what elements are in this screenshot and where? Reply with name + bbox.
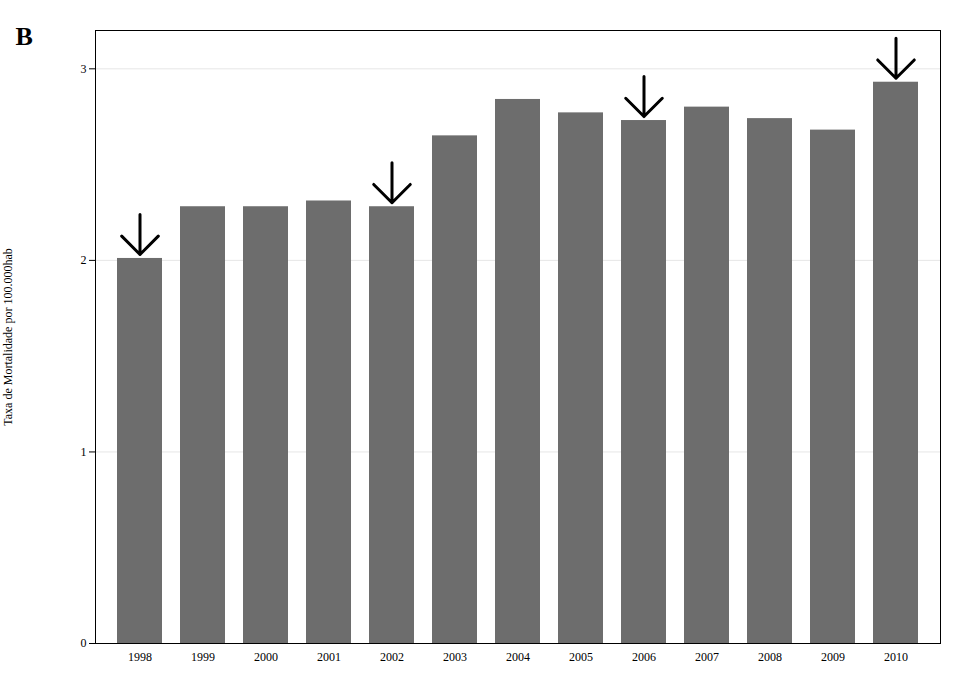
svg-text:2002: 2002 [380,650,404,664]
svg-text:2007: 2007 [695,650,719,664]
svg-text:Taxa de Mortalidade por 100.00: Taxa de Mortalidade por 100.000hab [1,248,15,425]
svg-text:2005: 2005 [569,650,593,664]
svg-text:1: 1 [81,445,87,459]
svg-text:2006: 2006 [632,650,656,664]
svg-text:2003: 2003 [443,650,467,664]
svg-text:1998: 1998 [128,650,152,664]
svg-text:2009: 2009 [821,650,845,664]
svg-text:2010: 2010 [884,650,908,664]
svg-text:2008: 2008 [758,650,782,664]
svg-text:2: 2 [81,253,87,267]
svg-text:0: 0 [81,636,87,650]
svg-text:2000: 2000 [254,650,278,664]
svg-text:B: B [16,22,33,51]
svg-text:2001: 2001 [317,650,341,664]
svg-text:1999: 1999 [191,650,215,664]
svg-text:2004: 2004 [506,650,530,664]
svg-text:3: 3 [81,62,87,76]
